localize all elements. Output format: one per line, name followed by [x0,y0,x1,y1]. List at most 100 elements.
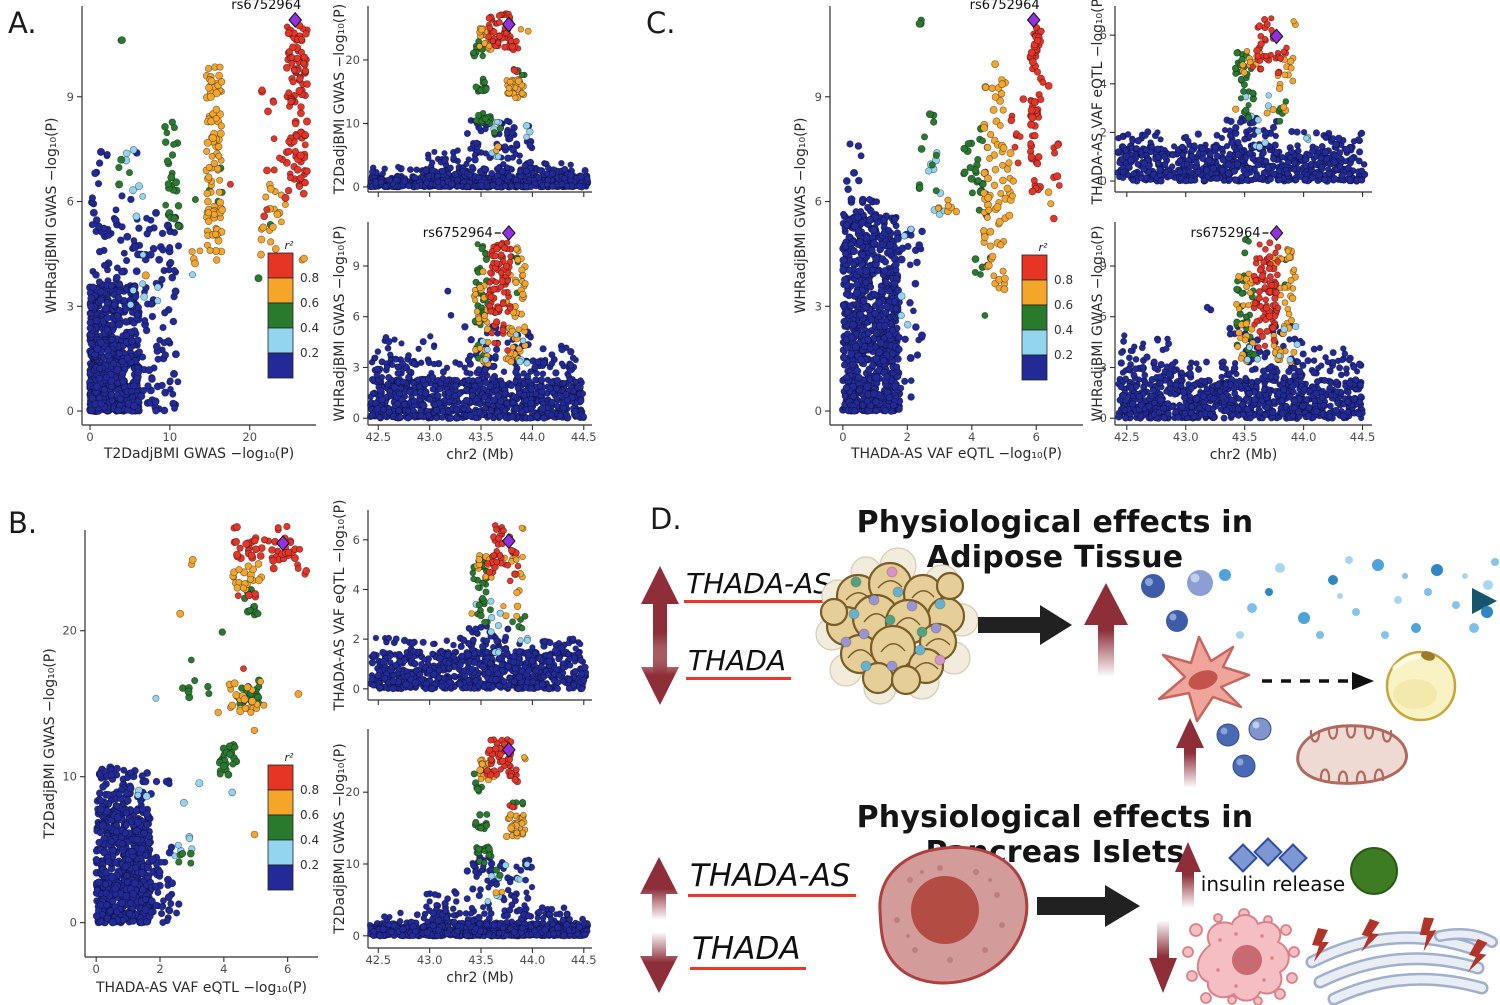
panel-d-label: D. [650,502,682,536]
b-locus-eqtl-top-snp-marker [501,533,516,550]
svg-text:43.0: 43.0 [417,430,443,444]
b-scatter-axes: 0 2 4 6 0 10 20 THADA-AS VAF eQTL −log₁₀(P) T2Da… [42,530,318,996]
b-scatter-r2-legend: 0.8 0.6 0.4 0.2 r² [267,751,319,891]
thada-as-up-label-adipose: THADA-AS [684,568,837,604]
svg-text:0: 0 [86,430,93,444]
svg-text:10: 10 [163,430,178,444]
a-locus-t2d-top-snp-marker [501,16,516,33]
svg-text:0: 0 [353,411,360,425]
svg-text:10: 10 [345,116,360,130]
svg-text:THADA-AS VAF eQTL −log₁₀(P): THADA-AS VAF eQTL −log₁₀(P) [332,500,348,711]
svg-text:4: 4 [353,582,360,596]
c-scatter-points [839,16,1063,415]
svg-text:T2DadjBMI GWAS −log₁₀(P): T2DadjBMI GWAS −log₁₀(P) [42,648,58,839]
thada-down-arrow-icon [640,932,678,993]
panel-a-label: A. [8,6,37,40]
panel-d-illustration [640,547,1499,1005]
b-locus-t2d-points [366,736,592,940]
a-scatter-r2-legend: 0.8 0.6 0.4 0.2 r² [267,239,319,379]
c-locus-whr-top-snp-marker: rs6752964 [1190,224,1284,242]
vesicle-spheres-icon [1216,717,1272,778]
b-locus-eqtl-points [367,522,590,693]
svg-text:2: 2 [353,632,360,646]
thada-as-up-arrow-icon [640,857,678,920]
differentiation-dashed-arrow-icon [1262,672,1374,690]
svg-text:T2DadjBMI GWAS −log₁₀(P): T2DadjBMI GWAS −log₁₀(P) [332,4,348,195]
svg-text:rs6752964: rs6752964 [231,0,301,13]
svg-text:0.2: 0.2 [300,858,319,872]
er-stress-icon [1305,917,1498,1005]
a-scatter-chart: 0 10 20 0 3 6 9 T2DadjBMI GWAS −log₁₀(P) WHRadjB… [44,0,319,462]
b-locus-eqtl-axes: 0 2 4 6 THADA-AS VAF eQTL −log₁₀(P) [332,500,592,711]
svg-text:6: 6 [353,310,360,324]
svg-text:42.5: 42.5 [365,430,391,444]
increase-arrow-icon [1175,842,1201,908]
c-scatter-r2-legend: 0.80.60.40.2r² [1021,241,1073,381]
svg-text:0.2: 0.2 [300,346,319,360]
a-scatter-axes: 0 10 20 0 3 6 9 T2DadjBMI GWAS −log₁₀(P) WHRadjB… [44,6,316,462]
calcium-ion-icon [1350,847,1398,895]
thada-as-up-label-pancreas: THADA-AS [688,859,856,898]
arrow-right-icon [978,605,1072,645]
a-locus-t2d-points [366,10,592,191]
svg-text:0.6: 0.6 [300,296,319,310]
adipose-tissue-icon [815,547,979,705]
svg-text:20: 20 [62,624,77,638]
b-scatter-points [92,522,311,927]
stress-lightning-icon [1312,917,1488,972]
b-locus-eqtl-chart: 0 2 4 6 THADA-AS VAF eQTL −log₁₀(P) [332,500,592,711]
svg-text:THADA-AS VAF eQTL −log₁₀(P): THADA-AS VAF eQTL −log₁₀(P) [95,980,307,996]
adipose-title: Physiological effects in Adipose Tissue [856,505,1254,575]
thada-down-arrow-icon [641,645,679,705]
thada-down-label-adipose: THADA [686,645,792,681]
svg-text:3: 3 [67,299,74,313]
panel-c-label: C. [646,6,676,40]
svg-text:6: 6 [284,962,291,976]
b-scatter-chart: 0 2 4 6 0 10 20 THADA-AS VAF eQTL −log₁₀(P) T2Da… [42,522,319,996]
svg-text:4: 4 [220,962,227,976]
mitochondria-icon [1296,724,1408,785]
c-locus-eqtl-points [1114,15,1369,185]
svg-text:0: 0 [67,404,74,418]
b-locus-t2d-top-snp-marker [501,741,516,758]
svg-text:r²: r² [285,239,295,252]
svg-text:9: 9 [67,90,74,104]
apoptotic-cell-icon [1182,908,1300,1005]
svg-text:WHRadjBMI GWAS −log₁₀(P): WHRadjBMI GWAS −log₁₀(P) [44,118,60,314]
adipocyte-icon [1385,650,1457,722]
svg-text:chr2 (Mb): chr2 (Mb) [446,447,514,463]
thada-as-up-arrow-icon [641,566,679,700]
svg-text:43.5: 43.5 [468,430,494,444]
insulin-release-label: insulin release [1200,872,1346,896]
arrow-right-icon [1037,885,1140,927]
svg-text:20: 20 [242,430,257,444]
thada-down-label-pancreas: THADA [690,932,806,971]
svg-text:0.8: 0.8 [300,783,319,797]
fatty-acid-release-icon [1141,556,1499,639]
beta-cell-icon [878,845,1029,985]
svg-text:9: 9 [353,259,360,273]
c-scatter-top-snp-marker: rs6752964 [970,0,1041,29]
c-locus-eqtl-top-snp-marker [1269,28,1284,45]
svg-text:0: 0 [93,962,100,976]
preadipocyte-icon [1157,635,1251,723]
a-locus-whr-axes: 42.5 43.0 43.5 44.0 44.5 0 3 6 9 chr2 (Mb) WHRadjB… [332,222,597,463]
c-locus-whr-points [1115,235,1366,422]
decrease-arrow-icon [1149,920,1177,993]
panel-b-label: B. [8,506,38,540]
svg-text:3: 3 [353,360,360,374]
svg-text:6: 6 [353,533,360,547]
svg-text:0: 0 [353,682,360,696]
svg-text:0.4: 0.4 [300,833,319,847]
b-scatter-top-snp-marker [275,535,290,552]
